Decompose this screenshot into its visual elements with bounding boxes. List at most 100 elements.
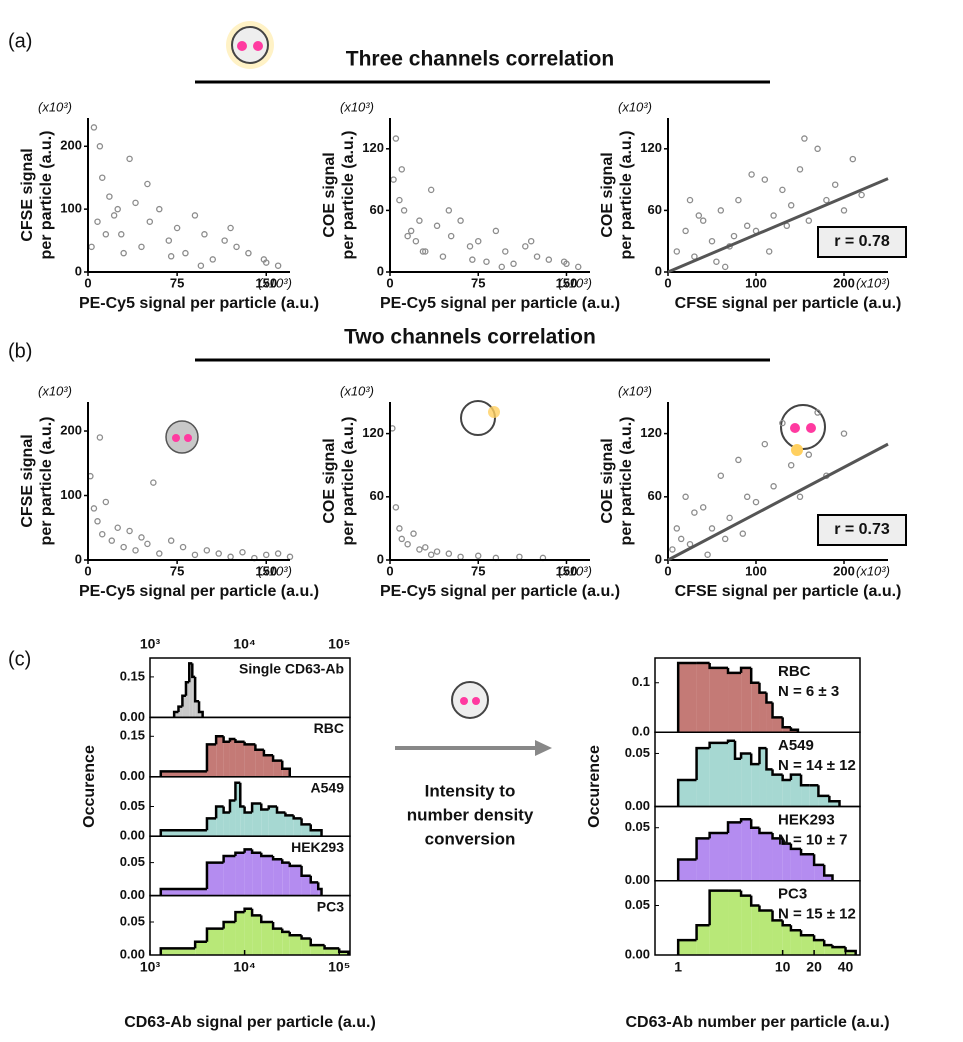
histogram-bar (261, 809, 269, 837)
histogram-step (739, 817, 752, 823)
histogram-bar (845, 951, 856, 955)
point (677, 535, 685, 543)
histogram-step (234, 739, 245, 743)
y-axis-label: per particle (a.u.) (340, 417, 357, 546)
y-axis-label: per particle (a.u.) (38, 131, 55, 260)
histogram-bar (772, 920, 783, 955)
point (669, 546, 676, 553)
point (787, 202, 795, 209)
histogram-step (271, 922, 283, 930)
y-tick-label: 0.00 (120, 887, 145, 902)
histogram-bar (829, 801, 840, 807)
x-tick-label: 0 (386, 563, 393, 578)
histogram-bar (235, 852, 245, 896)
y-tick-label: 0.0 (632, 724, 650, 739)
point (814, 145, 821, 153)
histogram-bar (282, 768, 290, 777)
point (404, 232, 411, 240)
histogram-step (300, 865, 311, 878)
point (691, 509, 698, 516)
histogram-step (214, 735, 224, 745)
x-unit: (x10³) (258, 275, 292, 290)
y-axis-label: per particle (a.u.) (618, 417, 635, 546)
vesicle-icon (780, 404, 826, 456)
point (94, 518, 101, 525)
annotation-box (817, 514, 907, 546)
point (150, 479, 157, 486)
point (673, 248, 681, 255)
point (699, 217, 707, 224)
histogram-bar (751, 905, 760, 955)
y-tick-label: 0 (377, 551, 384, 566)
annotation: N = 15 ± 12 (778, 906, 856, 923)
point (574, 263, 582, 271)
panel-label: RBC (778, 663, 811, 680)
annotation: N = 6 ± 3 (778, 683, 839, 700)
point (721, 535, 729, 543)
point (114, 524, 121, 532)
histogram-step (708, 889, 729, 926)
x-unit: (x10³) (258, 563, 292, 578)
histogram-bar (678, 859, 697, 881)
point (427, 186, 435, 194)
point (739, 530, 747, 537)
point (110, 212, 118, 219)
x-tick-label: 100 (745, 563, 767, 578)
histogram-bar (235, 912, 245, 955)
point (761, 176, 769, 183)
histogram-step (781, 920, 791, 927)
point (191, 551, 199, 559)
point (445, 207, 453, 214)
histogram-step (260, 915, 274, 924)
histogram-bar (728, 672, 742, 733)
panel-frame (654, 880, 861, 956)
histogram-bar (255, 749, 264, 777)
histogram-step (275, 806, 286, 814)
histogram-bar (759, 748, 767, 807)
histogram-bar (178, 706, 183, 718)
histogram-bar (801, 854, 815, 881)
y-tick-label: 0.00 (625, 946, 650, 961)
point (695, 212, 703, 219)
histogram-bar (678, 662, 697, 733)
point (108, 537, 116, 544)
histogram-step (159, 829, 207, 837)
y-tick-label: 0.05 (120, 913, 145, 928)
point (427, 551, 435, 558)
histogram-bar (696, 748, 710, 807)
point (831, 181, 839, 188)
histogram-bar (735, 758, 742, 807)
point (94, 218, 101, 225)
y-tick-label: 0.15 (120, 668, 145, 683)
histogram-step (159, 887, 207, 896)
point (262, 551, 270, 559)
histogram-bar (741, 753, 752, 807)
point (469, 256, 476, 263)
point (221, 237, 228, 244)
x-axis-label: CFSE signal per particle (a.u.) (675, 583, 902, 600)
point (483, 258, 490, 265)
histogram-step (676, 661, 697, 733)
annotation: r = 0.73 (834, 521, 890, 538)
point (156, 205, 163, 213)
histogram-step (205, 743, 217, 772)
y-unit: (x10³) (340, 383, 374, 398)
point (167, 537, 175, 544)
histogram-step (316, 882, 323, 896)
histogram-bar (289, 935, 302, 955)
point (433, 548, 441, 555)
histogram-bar (782, 843, 791, 881)
y-tick-label: 0 (655, 551, 662, 566)
point (708, 237, 716, 245)
histogram-step (228, 799, 236, 813)
point (262, 259, 270, 266)
point (713, 258, 720, 265)
histogram-step (243, 907, 253, 913)
histogram-step (749, 819, 760, 829)
histogram-step (831, 945, 846, 949)
x-unit: (x10³) (856, 275, 890, 290)
y-tick-label: 200 (60, 138, 82, 153)
point (708, 525, 716, 532)
point (191, 212, 199, 219)
y-tick-label: 0.05 (625, 819, 650, 834)
